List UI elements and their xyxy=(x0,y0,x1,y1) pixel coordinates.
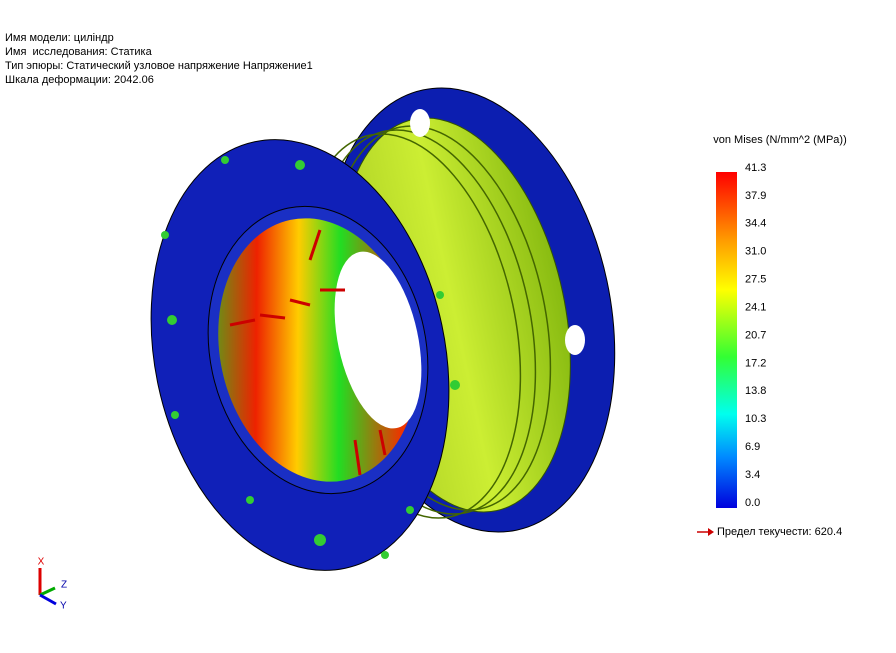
legend-label: 10.3 xyxy=(745,413,766,425)
yield-text: Предел текучести: 620.4 xyxy=(717,526,842,538)
legend-title: von Mises (N/mm^2 (MPa)) xyxy=(713,134,847,146)
triad-z: Z xyxy=(61,580,67,591)
legend-label: 34.4 xyxy=(745,218,766,230)
legend-label: 27.5 xyxy=(745,274,766,286)
triad: X Z Y xyxy=(38,557,67,612)
triad-x: X xyxy=(38,557,45,568)
yield-marker-arrow xyxy=(708,528,714,536)
info-line: Имя модели: цилiндр xyxy=(5,32,114,44)
legend-label: 0.0 xyxy=(745,497,760,509)
legend-label: 24.1 xyxy=(745,301,766,313)
info-line: Имя исследования: Статика xyxy=(5,46,152,58)
legend-label: 41.3 xyxy=(745,162,766,174)
info-line: Шкала деформации: 2042.06 xyxy=(5,74,154,86)
legend-label: 17.2 xyxy=(745,357,766,369)
legend-label: 3.4 xyxy=(745,469,760,481)
legend-label: 20.7 xyxy=(745,329,766,341)
info-line: Тип эпюры: Статический узловое напряжени… xyxy=(5,60,313,72)
legend-label: 6.9 xyxy=(745,441,760,453)
triad-y: Y xyxy=(60,601,67,612)
legend-label: 37.9 xyxy=(745,190,766,202)
legend-label: 13.8 xyxy=(745,385,766,397)
color-bar xyxy=(716,172,737,508)
legend-label: 31.0 xyxy=(745,246,766,258)
model xyxy=(150,87,616,571)
